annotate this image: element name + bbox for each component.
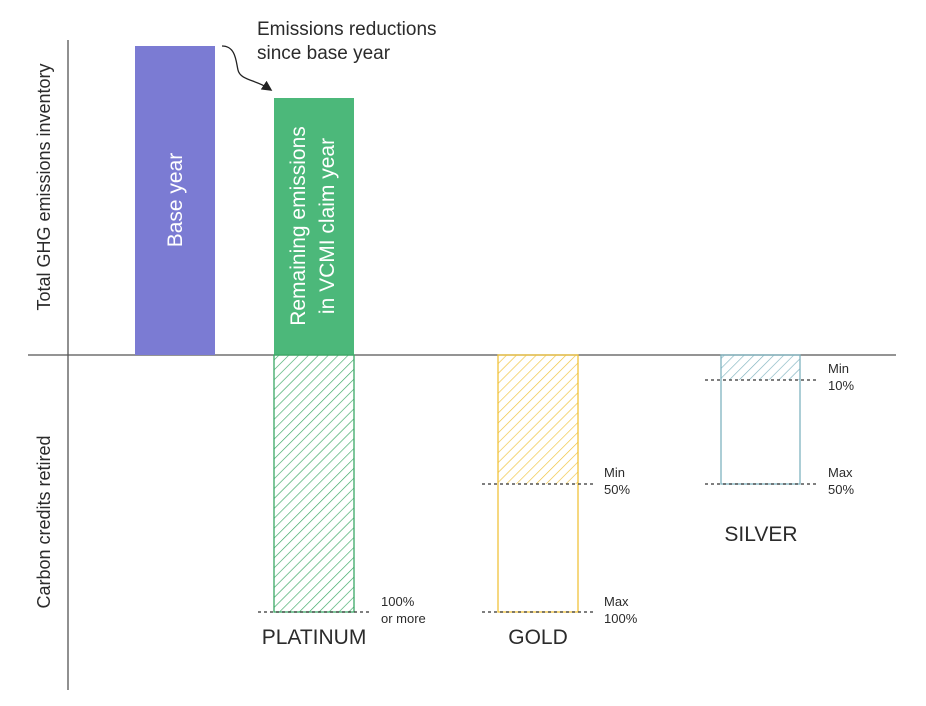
remaining-emissions-bar	[274, 98, 354, 355]
platinum-max-label-line2: or more	[381, 611, 426, 626]
base-year-label: Base year	[164, 153, 187, 248]
annotation-line1: Emissions reductions	[257, 19, 437, 40]
gold-max-label-line1: Max	[604, 594, 629, 609]
gold-tier-label: GOLD	[508, 626, 568, 649]
platinum-max-label-line1: 100%	[381, 594, 415, 609]
annotation-line2: since base year	[257, 43, 391, 64]
gold-max-label-line2: 100%	[604, 611, 638, 626]
platinum-tier-label: PLATINUM	[262, 626, 367, 649]
silver-tier-label: SILVER	[724, 523, 797, 546]
remaining-emissions-label-line2: in VCMI claim year	[316, 138, 339, 314]
gold-min-label-line1: Min	[604, 465, 625, 480]
silver-min-label-line2: 10%	[828, 378, 854, 393]
gold-min-label-line2: 50%	[604, 482, 630, 497]
gold-min-fill	[498, 355, 578, 484]
platinum-bar	[273, 354, 355, 613]
silver-min-fill	[721, 355, 800, 380]
upper-axis-label: Total GHG emissions inventory	[34, 63, 54, 310]
silver-max-label-line1: Max	[828, 465, 853, 480]
remaining-emissions-label-line1: Remaining emissions	[287, 126, 310, 326]
lower-axis-label: Carbon credits retired	[34, 435, 54, 608]
silver-min-label-line1: Min	[828, 361, 849, 376]
annotation-arrow	[221, 45, 273, 91]
base-year-bar	[135, 46, 215, 355]
silver-max-label-line2: 50%	[828, 482, 854, 497]
